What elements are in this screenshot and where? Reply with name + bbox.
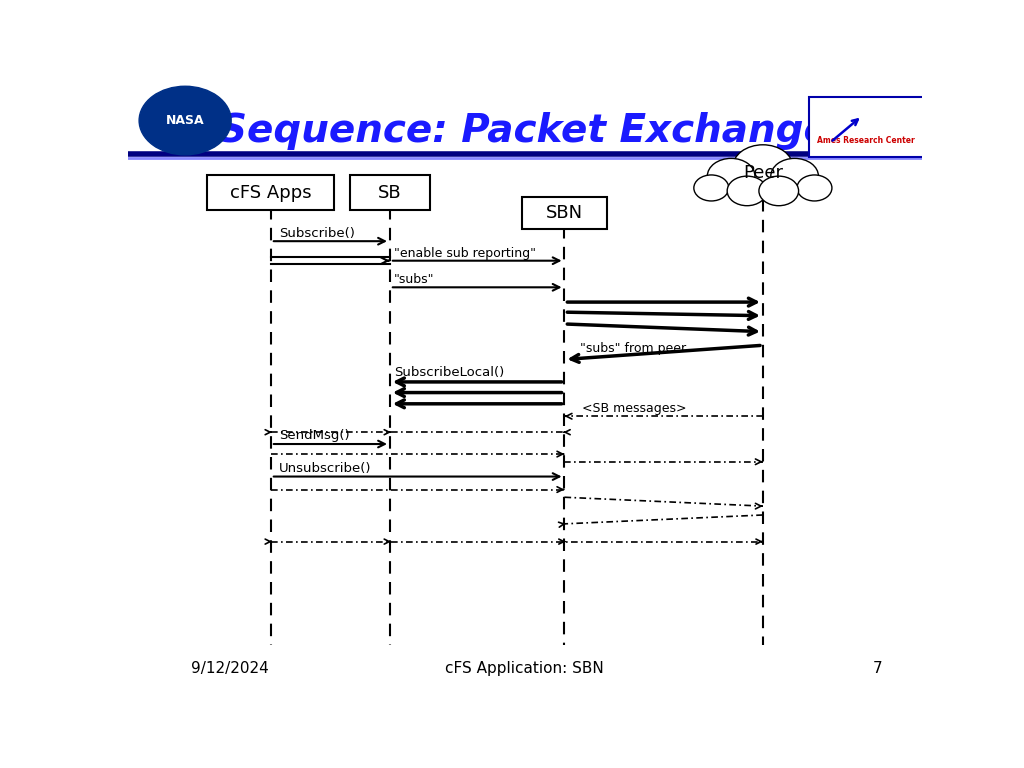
Text: Ames Research Center: Ames Research Center <box>817 137 914 145</box>
Text: NASA: NASA <box>166 114 205 127</box>
Text: Unsubscribe(): Unsubscribe() <box>279 462 372 475</box>
Text: Peer: Peer <box>742 164 783 182</box>
Circle shape <box>694 175 729 201</box>
Text: 7: 7 <box>872 661 882 677</box>
Text: "subs": "subs" <box>394 273 434 286</box>
FancyBboxPatch shape <box>809 97 924 157</box>
Text: "enable sub reporting": "enable sub reporting" <box>394 247 536 260</box>
Text: SBN: SBN <box>546 204 583 223</box>
Circle shape <box>797 175 831 201</box>
Text: ...: ... <box>291 247 303 260</box>
Text: cFS Apps: cFS Apps <box>230 184 311 202</box>
FancyBboxPatch shape <box>522 197 606 230</box>
Text: Subscribe(): Subscribe() <box>279 227 354 240</box>
Circle shape <box>708 158 755 194</box>
FancyBboxPatch shape <box>703 176 822 199</box>
Circle shape <box>733 145 793 190</box>
Text: Sequence: Packet Exchange: Sequence: Packet Exchange <box>219 111 830 150</box>
Text: <SB messages>: <SB messages> <box>582 402 686 415</box>
Text: SB: SB <box>378 184 401 202</box>
Circle shape <box>139 86 231 155</box>
Text: SendMsg(): SendMsg() <box>279 429 349 442</box>
Text: "subs" from peer: "subs" from peer <box>581 343 686 356</box>
Circle shape <box>727 176 767 206</box>
FancyBboxPatch shape <box>350 175 430 210</box>
FancyBboxPatch shape <box>207 175 334 210</box>
Text: 9/12/2024: 9/12/2024 <box>191 661 269 677</box>
Circle shape <box>771 158 818 194</box>
Text: SubscribeLocal(): SubscribeLocal() <box>394 366 504 379</box>
Text: cFS Application: SBN: cFS Application: SBN <box>445 661 604 677</box>
Circle shape <box>759 176 799 206</box>
